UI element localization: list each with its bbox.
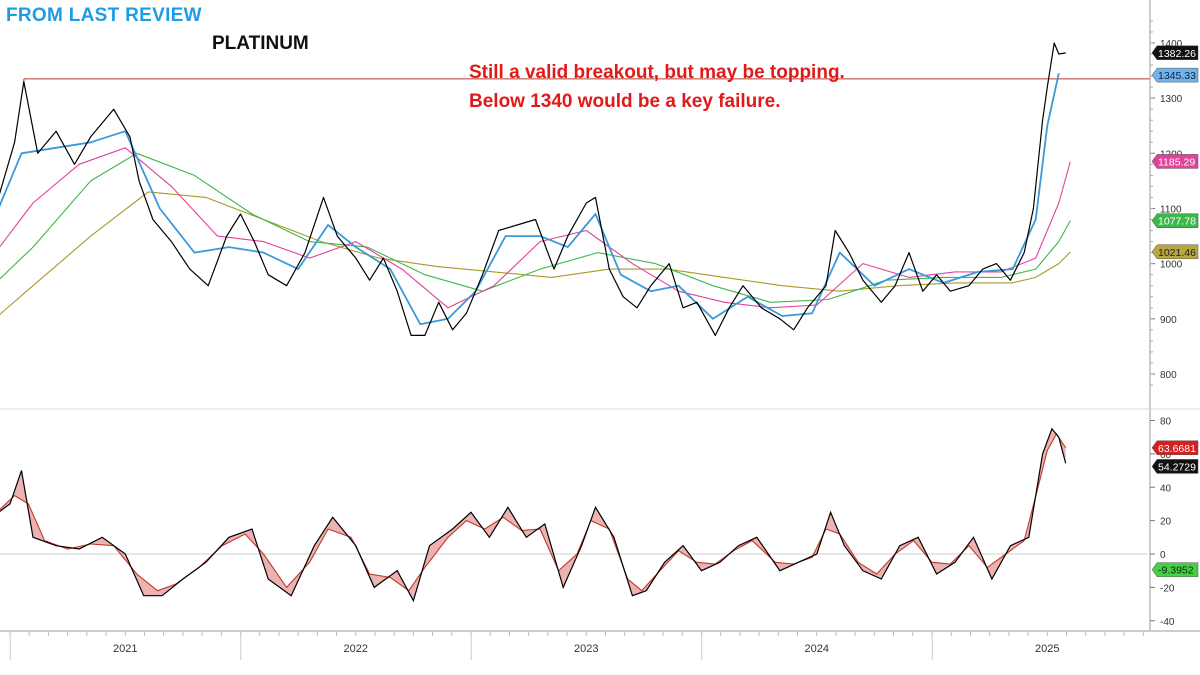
value-tag-text: 54.2729 [1158,461,1196,473]
oscillator-panel [0,427,1067,603]
value-tag-ma_long: 1021.46 [1151,244,1199,260]
osc-tick-label: -40 [1160,617,1175,628]
axes: 80090010001100120013001400-40-2002040608… [0,0,1200,660]
value-tag-bg [1151,459,1199,474]
x-tick-label-2025: 2025 [1035,643,1059,655]
value-tag-bg [1151,440,1199,456]
price-tick-label: 800 [1160,370,1177,381]
value-tag-bg [1151,244,1199,260]
price-tick-label: 900 [1160,315,1177,326]
value-tag-bg [1151,213,1199,228]
value-tag-bg [1151,154,1199,169]
price-tick-label: 1100 [1160,204,1182,215]
oscillator-signal-line [0,432,1067,592]
series-line-ma_fast [0,73,1060,326]
series-line-ma_mid [0,147,1071,309]
series-line-ma_slow [0,152,1071,303]
price-tick-label: 1000 [1160,260,1183,271]
oscillator-line [0,427,1067,603]
series-line-ma_long [0,191,1071,315]
x-tick-label-2022: 2022 [344,643,368,655]
osc-tick-label: 80 [1160,417,1172,428]
osc-tick-label: -20 [1160,583,1175,594]
x-tick-label-2024: 2024 [805,643,829,655]
value-tag-text: 1345.33 [1158,70,1196,82]
x-tick-label-2023: 2023 [574,643,598,655]
value-tag-text: 1382.26 [1158,48,1196,60]
value-tag-osc_line: 54.2729 [1151,459,1199,474]
value-tag-text: 1185.29 [1158,156,1195,168]
value-tag-text: -9.3952 [1158,565,1194,577]
x-tick-label-2021: 2021 [113,643,137,655]
value-tag-ma_fast: 1345.33 [1151,67,1199,83]
value-tag-price: 1382.26 [1151,45,1199,61]
chart-title: PLATINUM [212,33,309,54]
osc-tick-label: 20 [1160,517,1172,528]
osc-tick-label: 40 [1160,483,1172,494]
price-tick-label: 1300 [1160,94,1183,105]
value-tags: 1382.26 1345.33 1185.29 1077.78 1021.46 63.66… [1151,45,1199,577]
osc-tick-label: 60 [1160,450,1172,461]
value-tag-ma_mid: 1185.29 [1151,154,1199,169]
value-tag-bg [1151,45,1199,61]
annotation-line-1: Still a valid breakout, but may be toppi… [469,62,845,83]
price-tick-label: 1400 [1160,39,1183,50]
value-tag-bg [1151,67,1199,83]
value-tag-text: 1077.78 [1158,216,1196,228]
price-panel [0,42,1150,336]
value-tag-text: 1021.46 [1158,247,1196,259]
from-last-review-label: FROM LAST REVIEW [6,5,202,26]
value-tag-text: 63.6681 [1158,443,1196,455]
value-tag-bg [1151,562,1199,577]
series-line-price [0,42,1066,336]
annotation-line-2: Below 1340 would be a key failure. [469,91,781,112]
value-tag-osc_signal: 63.6681 [1151,440,1199,456]
value-tag-osc_extra: -9.3952 [1151,562,1199,577]
value-tag-ma_slow: 1077.78 [1151,213,1199,228]
osc-tick-label: 0 [1160,550,1166,561]
